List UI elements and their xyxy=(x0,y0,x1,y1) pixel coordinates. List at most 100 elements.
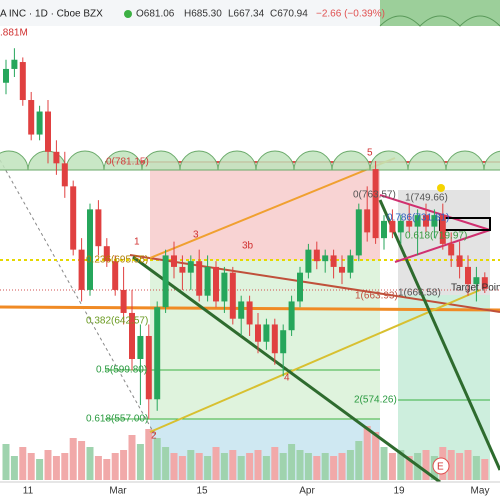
circle-arc xyxy=(407,150,447,171)
candle-body xyxy=(271,324,278,354)
wave-label: 4 xyxy=(284,373,290,384)
candle-body xyxy=(456,255,463,267)
ohlc-low: L667.34 xyxy=(228,9,265,20)
wave-label: E xyxy=(437,462,444,473)
volume-bar xyxy=(330,456,338,480)
volume-bar xyxy=(388,453,396,480)
circle-arc xyxy=(65,150,105,171)
candle-body xyxy=(11,59,18,69)
candle-body xyxy=(389,220,396,233)
x-tick-label: Apr xyxy=(299,486,315,497)
volume-bar xyxy=(69,438,77,480)
candle-body xyxy=(313,249,320,262)
candle-body xyxy=(103,246,110,262)
fib-label: 0.382(642.57) xyxy=(86,316,148,327)
volume-bar xyxy=(128,435,136,480)
candle-body xyxy=(372,169,379,239)
volume-bar xyxy=(472,456,480,480)
fib-label: 1(666.58) xyxy=(398,288,441,299)
circle-arc xyxy=(483,150,500,171)
fib-label: 0(763.57) xyxy=(353,190,396,201)
candle-body xyxy=(297,272,303,302)
candle-body xyxy=(53,151,60,164)
candle-body xyxy=(473,277,480,285)
circle-arc xyxy=(445,150,485,171)
wave-label: 1 xyxy=(134,237,140,248)
volume-bar xyxy=(187,450,195,480)
volume-bar xyxy=(288,444,296,480)
candle-body xyxy=(288,301,295,331)
volume-bar xyxy=(136,444,144,480)
volume-bar xyxy=(86,447,94,480)
fib-label: Target Poin xyxy=(451,283,500,294)
candle-body xyxy=(246,301,253,325)
volume-bar xyxy=(229,450,237,480)
labels-layer: 0(781.15) 0.236(695.55) 0.382(642.57) 0.… xyxy=(0,28,500,473)
fib-zone-lower xyxy=(150,260,380,430)
fib-label: 0.786(731.81) xyxy=(387,213,449,224)
volume-bar xyxy=(271,447,279,480)
circle-arc xyxy=(369,150,409,171)
circle-arc xyxy=(293,150,333,171)
header-indicator-arcs xyxy=(379,15,500,27)
candle-body xyxy=(448,243,455,256)
candle-body xyxy=(204,266,211,296)
ohlc-high: H685.30 xyxy=(184,9,222,20)
candle-body xyxy=(406,220,413,227)
candle-body xyxy=(137,335,144,359)
candle-body xyxy=(397,220,404,233)
volume-bar xyxy=(94,456,102,480)
fib-label: 1(749.66) xyxy=(405,193,448,204)
volume-bar xyxy=(447,450,455,480)
volume-bar xyxy=(456,453,464,480)
candle-body xyxy=(229,272,236,319)
volume-bar xyxy=(372,432,380,480)
volume-bar xyxy=(10,456,18,480)
candle-body xyxy=(70,186,77,250)
volume-bar xyxy=(481,459,489,480)
candle-body xyxy=(213,266,219,302)
candle-body xyxy=(280,330,287,354)
trend-line xyxy=(149,289,481,433)
candles-layer xyxy=(3,48,488,419)
candle-body xyxy=(465,266,471,285)
x-axis: 11 Mar 15 Apr 19 May xyxy=(23,486,490,497)
candle-body xyxy=(330,255,337,267)
circle-arc xyxy=(331,150,371,171)
candle-body xyxy=(364,209,371,233)
candle-body xyxy=(439,215,446,244)
candle-body xyxy=(347,255,354,273)
volume-bar xyxy=(78,441,86,480)
candle-body xyxy=(255,324,261,342)
volume-bar xyxy=(363,426,371,480)
event-badge xyxy=(432,457,450,475)
volume-bar xyxy=(405,456,413,480)
header-indicator xyxy=(380,0,500,26)
x-tick-label: May xyxy=(471,486,490,497)
wave-label: 3b xyxy=(242,241,254,252)
trend-line xyxy=(378,199,500,471)
volume-bar xyxy=(296,450,304,480)
candle-body xyxy=(339,266,345,273)
fib-label: 2(574.26) xyxy=(354,395,397,406)
fib-label: 0.5(599.80) xyxy=(96,365,147,376)
trend-line xyxy=(132,255,441,484)
volume-bar xyxy=(44,450,52,480)
volume-bar xyxy=(380,447,388,480)
volume-bar xyxy=(321,453,329,480)
candle-body xyxy=(129,312,135,359)
candle-body xyxy=(162,255,169,308)
volume-bar xyxy=(52,456,60,480)
candle-body xyxy=(481,277,488,289)
circle-arc xyxy=(141,150,181,171)
circle-arc xyxy=(179,150,219,171)
candle-body xyxy=(238,301,245,319)
volume-bar xyxy=(27,453,35,480)
candle-body xyxy=(61,163,68,187)
symbol[interactable]: A INC · 1D · Cboe BZX xyxy=(0,9,103,20)
marker xyxy=(437,184,445,192)
wave-label: 3 xyxy=(193,230,199,241)
volume-bar xyxy=(195,453,203,480)
volume-bar xyxy=(220,453,228,480)
circle-arc xyxy=(0,150,29,171)
